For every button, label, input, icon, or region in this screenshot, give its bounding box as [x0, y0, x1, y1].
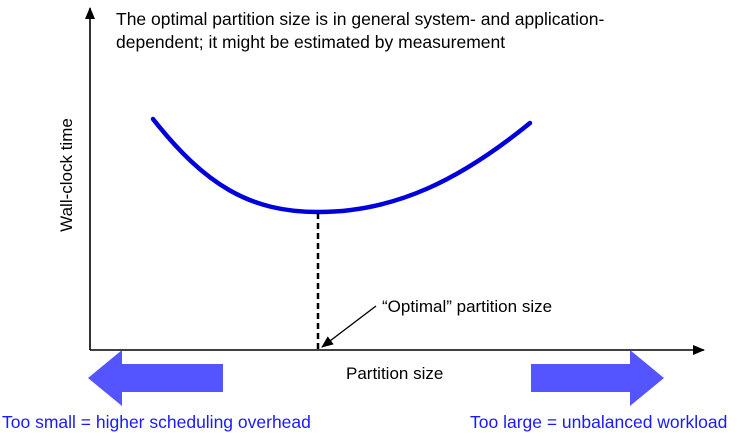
left-block-arrow — [88, 350, 223, 406]
x-axis-label: Partition size — [346, 364, 444, 383]
caption-line-1: The optimal partition size is in general… — [116, 9, 605, 29]
right-block-arrow — [531, 350, 664, 406]
caption-line-2: dependent; it might be estimated by meas… — [116, 32, 506, 52]
too-small-note: Too small = higher scheduling overhead — [2, 412, 311, 432]
optimal-size-label: “Optimal” partition size — [382, 297, 553, 316]
too-large-note: Too large = unbalanced workload — [470, 412, 728, 432]
wall-clock-curve — [150, 116, 533, 215]
y-axis-label: Wall-clock time — [57, 118, 76, 232]
caption: The optimal partition size is in general… — [116, 8, 676, 54]
optimal-pointer-arrow — [321, 305, 377, 348]
